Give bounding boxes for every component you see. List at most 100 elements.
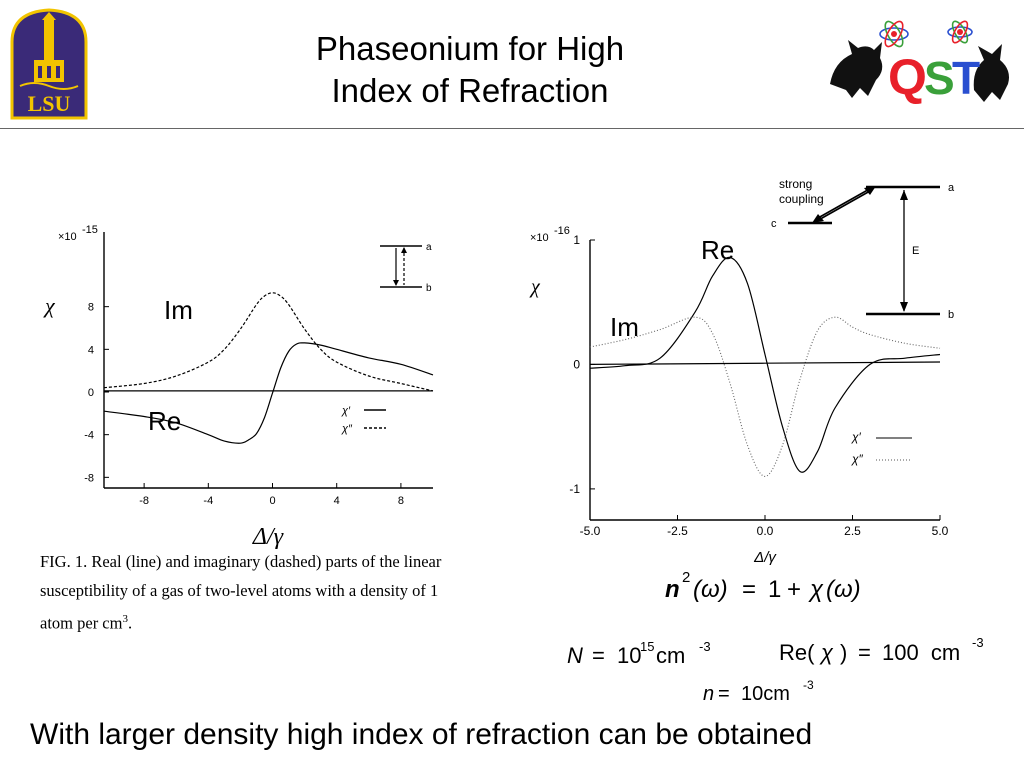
eq-N-unit: cm <box>656 643 685 668</box>
eq-n-exp: -3 <box>803 678 814 692</box>
chart-right: ×10 -16 χ -5.0 -2.5 0.0 2.5 5.0 1 0 -1 Δ/γ stro… <box>529 177 955 603</box>
equations: N = 10 15 cm -3 Re( χ ) = 100 cm -3 n = … <box>567 635 984 705</box>
left-level-a: a <box>426 242 432 253</box>
x-tick-label: -8 <box>139 495 149 507</box>
y-tick-label: -8 <box>84 472 94 484</box>
eq-re-eq: = <box>858 640 871 665</box>
qst-q: Q <box>888 49 927 105</box>
chart-left: ×10 -15 χ -8 -4 0 4 8 8 4 0 -4 -8 Δ/γ a b χ′ χ″ <box>43 224 434 550</box>
formula-sup2: 2 <box>682 569 690 586</box>
lsu-logo-text: LSU <box>28 91 71 116</box>
formula-one: 1 <box>768 576 781 603</box>
formula-chi: χ <box>808 576 824 603</box>
eq-re-exp: -3 <box>972 635 984 650</box>
left-plot-area <box>103 292 434 444</box>
right-level-c: c <box>771 218 777 230</box>
left-axes: -8 -4 0 4 8 8 4 0 -4 -8 <box>84 232 433 507</box>
right-level-b: b <box>948 309 954 321</box>
right-formula: n 2 (ω) = 1 + χ (ω) <box>665 569 861 603</box>
eq-n-var: n <box>703 683 714 705</box>
eq-N-val: 10 <box>617 643 641 668</box>
right-plot-area <box>589 256 941 477</box>
x-tick-label: 2.5 <box>844 524 861 538</box>
baseline-series-line <box>589 361 941 365</box>
right-x-label: Δ/γ <box>753 549 777 566</box>
left-legend: χ′ χ″ <box>341 405 386 435</box>
x-tick-label: 4 <box>334 495 340 507</box>
y-tick-label: 4 <box>88 344 94 356</box>
qst-s: S <box>924 52 955 104</box>
left-y-multiplier-exp: -15 <box>82 224 98 236</box>
strong-coupling-line2: coupling <box>779 192 824 206</box>
caption-line-3: atom per cm3. <box>40 605 460 638</box>
right-axes: -5.0 -2.5 0.0 2.5 5.0 1 0 -1 <box>569 233 948 538</box>
caption-line-2: susceptibility of a gas of two-level ato… <box>40 581 439 600</box>
eq-re-label: Re( <box>779 640 815 665</box>
left-level-diagram: a b <box>380 242 432 294</box>
x-tick-label: 8 <box>398 495 404 507</box>
caption-line-3-text: atom per cm <box>40 613 123 633</box>
series-dashed-line <box>103 292 434 392</box>
right-energy-label: E <box>912 245 919 257</box>
x-tick-label: 5.0 <box>932 524 949 538</box>
eq-re-chi: χ <box>819 640 834 665</box>
eq-N-exp: 15 <box>640 639 654 654</box>
x-tick-label: 0 <box>269 495 275 507</box>
left-legend-re-label: χ′ <box>341 405 351 417</box>
eq-n-eq: = <box>718 683 730 705</box>
x-tick-label: -2.5 <box>667 524 688 538</box>
right-y-multiplier: ×10 <box>530 232 549 244</box>
lsu-tower-icon: LSU <box>10 8 88 120</box>
formula-open: (ω) <box>693 576 728 603</box>
slide-title: Phaseonium for High Index of Refraction <box>250 28 690 112</box>
left-legend-im-label: χ″ <box>341 423 353 435</box>
eq-re-val: 100 cm <box>882 640 960 665</box>
left-caption: FIG. 1. Real (line) and imaginary (dashe… <box>40 547 460 638</box>
y-tick-label: 8 <box>88 302 94 314</box>
right-y-multiplier-exp: -16 <box>554 225 570 237</box>
header-divider <box>0 128 1024 129</box>
right-legend-re-label: χ′ <box>851 430 862 444</box>
eq-N-eq: = <box>592 643 605 668</box>
x-tick-label: 0.0 <box>757 524 774 538</box>
lsu-logo: LSU <box>8 6 90 120</box>
bottom-statement: With larger density high index of refrac… <box>30 718 813 751</box>
eq-N-var: N <box>567 643 583 668</box>
right-level-a: a <box>948 182 955 194</box>
formula-n: n <box>665 576 680 603</box>
y-tick-label: -4 <box>84 430 94 442</box>
y-tick-label: 1 <box>573 233 580 247</box>
formula-plus: + <box>787 576 801 603</box>
series-solid-line <box>589 256 941 473</box>
title-line-1: Phaseonium for High <box>315 30 625 67</box>
qst-t: T <box>952 52 980 104</box>
left-x-label: Δ/γ <box>252 524 284 550</box>
caption-line-3-post: . <box>127 613 133 633</box>
title-line-2: Index of Refraction <box>331 72 609 109</box>
eq-re-close: ) <box>840 640 847 665</box>
left-overlay-im: Im <box>164 295 193 325</box>
right-overlay-re: Re <box>701 235 735 265</box>
left-y-multiplier: ×10 <box>58 231 77 243</box>
caption-line-1: FIG. 1. Real (line) and imaginary (dashe… <box>40 552 442 571</box>
strong-coupling-line1: strong <box>779 177 812 191</box>
right-legend: χ′ χ″ <box>851 430 912 466</box>
cats-with-atoms-icon: Q S T <box>830 20 1009 105</box>
right-overlay-im: Im <box>610 312 639 342</box>
formula-close: (ω) <box>826 576 861 603</box>
right-y-label: χ <box>529 276 541 298</box>
right-level-diagram: strong coupling a b c E <box>771 177 955 321</box>
eq-N-unit-exp: -3 <box>699 639 711 654</box>
y-tick-label: 0 <box>88 387 94 399</box>
right-legend-im-label: χ″ <box>851 452 864 466</box>
series-solid-line <box>103 342 434 444</box>
formula-eq: = <box>742 576 756 603</box>
y-tick-label: 0 <box>573 357 580 371</box>
y-tick-label: -1 <box>569 482 580 496</box>
qst-logo: Q S T <box>824 14 1020 110</box>
left-y-label: χ <box>43 293 56 318</box>
x-tick-label: -5.0 <box>580 524 601 538</box>
left-overlay-re: Re <box>148 406 182 436</box>
x-tick-label: -4 <box>203 495 213 507</box>
